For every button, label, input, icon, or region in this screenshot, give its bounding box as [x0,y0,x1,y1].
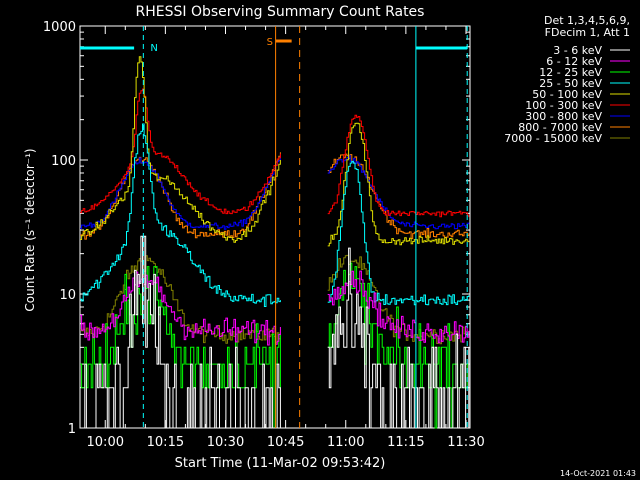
series-line-3-6-kev [80,235,470,429]
y-tick-label: 1000 [43,20,76,35]
series-line-6-12-kev [80,270,470,346]
legend-label: 300 - 800 keV [525,110,602,123]
legend-label: 3 - 6 keV [553,44,602,57]
legend-header: FDecim 1, Att 1 [545,26,630,39]
legend-label: 6 - 12 keV [546,55,602,68]
y-axis-label: Count Rate (s⁻¹ detector⁻¹) [23,148,37,311]
x-tick-label: 10:30 [207,435,244,450]
series-line-50-100-kev [80,56,470,247]
y-tick-label: 10 [59,288,76,303]
legend-label: 12 - 25 keV [539,66,602,79]
x-tick-label: 11:15 [387,435,424,450]
y-tick-label: 1 [68,422,76,437]
legend-label: 7000 - 15000 keV [504,132,602,145]
x-tick-label: 10:45 [267,435,304,450]
chart-title: RHESSI Observing Summary Count Rates [136,4,425,20]
plot-area: 1 10 100 1000 10:00 10:15 10:30 10:45 11:00 11:15… [43,20,485,450]
x-tick-label: 11:30 [447,435,484,450]
x-tick-label: 10:00 [87,435,124,450]
night-label: N [150,43,157,54]
x-tick-label: 10:15 [147,435,184,450]
x-axis-label: Start Time (11-Mar-02 09:53:42) [175,456,386,471]
legend-header: Det 1,3,4,5,6,9, [544,14,630,27]
legend-label: 800 - 7000 keV [518,121,602,134]
saa-label: S [267,37,273,48]
series-line-25-50-kev [80,123,470,307]
footer-date: 14-Oct-2021 01:43 [560,469,636,478]
legend-label: 50 - 100 keV [532,88,602,101]
series-line-100-300-kev [80,88,470,218]
legend-label: 100 - 300 keV [525,99,602,112]
x-tick-label: 11:00 [327,435,364,450]
y-tick-label: 100 [51,154,76,169]
legend-label: 25 - 50 keV [539,77,602,90]
legend: Det 1,3,4,5,6,9,FDecim 1, Att 1 3 - 6 keV… [504,14,630,145]
